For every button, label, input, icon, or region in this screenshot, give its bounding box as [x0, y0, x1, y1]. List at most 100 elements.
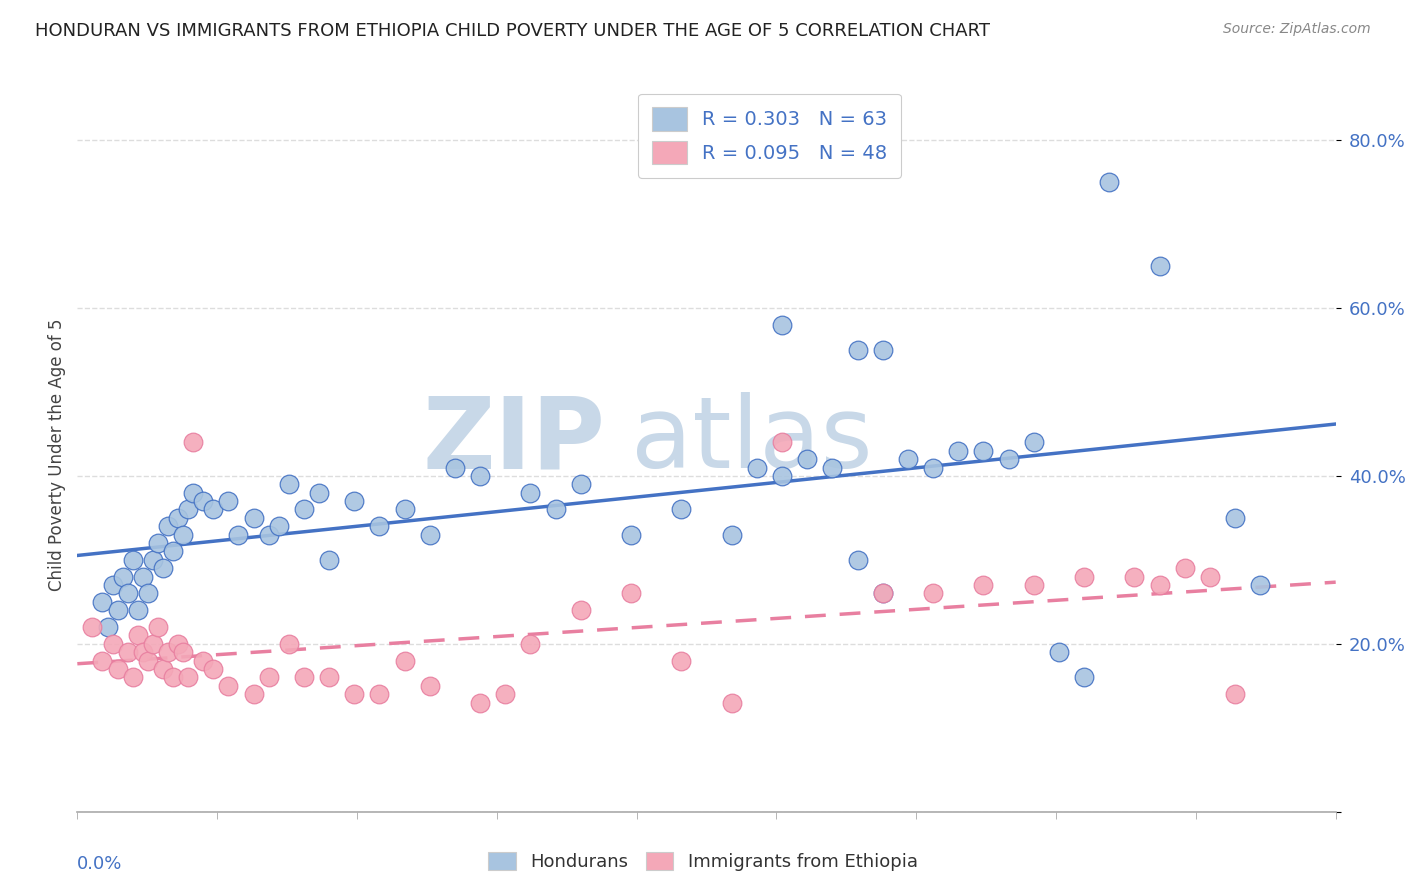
Point — [107, 603, 129, 617]
Text: Source: ZipAtlas.com: Source: ZipAtlas.com — [1223, 22, 1371, 37]
Point — [972, 443, 994, 458]
Point — [152, 561, 174, 575]
Point — [217, 494, 239, 508]
Legend: Hondurans, Immigrants from Ethiopia: Hondurans, Immigrants from Ethiopia — [481, 845, 925, 879]
Point — [111, 569, 134, 583]
Point — [142, 553, 165, 567]
Point — [620, 586, 643, 600]
Point — [796, 452, 818, 467]
Point — [1149, 259, 1171, 273]
Point — [1149, 578, 1171, 592]
Point — [872, 343, 894, 357]
Point — [277, 637, 299, 651]
Point — [136, 586, 159, 600]
Point — [419, 679, 441, 693]
Point — [132, 569, 155, 583]
Point — [720, 527, 742, 541]
Point — [202, 502, 225, 516]
Point — [101, 578, 124, 592]
Point — [1022, 435, 1045, 450]
Point — [267, 519, 290, 533]
Point — [91, 595, 114, 609]
Point — [846, 343, 869, 357]
Point — [156, 519, 179, 533]
Point — [127, 603, 149, 617]
Point — [1022, 578, 1045, 592]
Point — [242, 687, 264, 701]
Point — [394, 654, 416, 668]
Point — [1098, 175, 1121, 189]
Point — [770, 469, 793, 483]
Point — [162, 670, 184, 684]
Point — [948, 443, 970, 458]
Point — [117, 586, 139, 600]
Point — [1223, 511, 1246, 525]
Point — [101, 637, 124, 651]
Point — [494, 687, 516, 701]
Point — [368, 519, 391, 533]
Point — [343, 687, 366, 701]
Point — [127, 628, 149, 642]
Point — [121, 553, 143, 567]
Point — [132, 645, 155, 659]
Point — [1073, 670, 1095, 684]
Point — [468, 469, 491, 483]
Text: ZIP: ZIP — [423, 392, 606, 489]
Point — [1174, 561, 1197, 575]
Point — [292, 670, 315, 684]
Text: 0.0%: 0.0% — [77, 855, 122, 872]
Point — [419, 527, 441, 541]
Point — [181, 485, 204, 500]
Point — [257, 670, 280, 684]
Point — [821, 460, 844, 475]
Point — [519, 637, 541, 651]
Point — [872, 586, 894, 600]
Point — [167, 637, 190, 651]
Y-axis label: Child Poverty Under the Age of 5: Child Poverty Under the Age of 5 — [48, 318, 66, 591]
Point — [292, 502, 315, 516]
Point — [82, 620, 104, 634]
Legend: R = 0.303   N = 63, R = 0.095   N = 48: R = 0.303 N = 63, R = 0.095 N = 48 — [638, 94, 901, 178]
Point — [177, 670, 200, 684]
Point — [519, 485, 541, 500]
Point — [167, 511, 190, 525]
Point — [720, 696, 742, 710]
Point — [228, 527, 250, 541]
Point — [172, 645, 194, 659]
Point — [569, 603, 592, 617]
Point — [96, 620, 118, 634]
Point — [308, 485, 330, 500]
Point — [191, 654, 215, 668]
Point — [671, 502, 693, 516]
Point — [162, 544, 184, 558]
Point — [152, 662, 174, 676]
Point — [468, 696, 491, 710]
Point — [922, 460, 945, 475]
Text: HONDURAN VS IMMIGRANTS FROM ETHIOPIA CHILD POVERTY UNDER THE AGE OF 5 CORRELATIO: HONDURAN VS IMMIGRANTS FROM ETHIOPIA CHI… — [35, 22, 990, 40]
Point — [745, 460, 768, 475]
Point — [257, 527, 280, 541]
Point — [1249, 578, 1271, 592]
Point — [394, 502, 416, 516]
Text: atlas: atlas — [631, 392, 873, 489]
Point — [922, 586, 945, 600]
Point — [846, 553, 869, 567]
Point — [1223, 687, 1246, 701]
Point — [318, 670, 340, 684]
Point — [569, 477, 592, 491]
Point — [770, 318, 793, 332]
Point — [997, 452, 1019, 467]
Point — [121, 670, 143, 684]
Point — [91, 654, 114, 668]
Point — [1123, 569, 1146, 583]
Point — [146, 536, 169, 550]
Point — [146, 620, 169, 634]
Point — [544, 502, 567, 516]
Point — [318, 553, 340, 567]
Point — [136, 654, 159, 668]
Point — [191, 494, 215, 508]
Point — [897, 452, 920, 467]
Point — [620, 527, 643, 541]
Point — [156, 645, 179, 659]
Point — [181, 435, 204, 450]
